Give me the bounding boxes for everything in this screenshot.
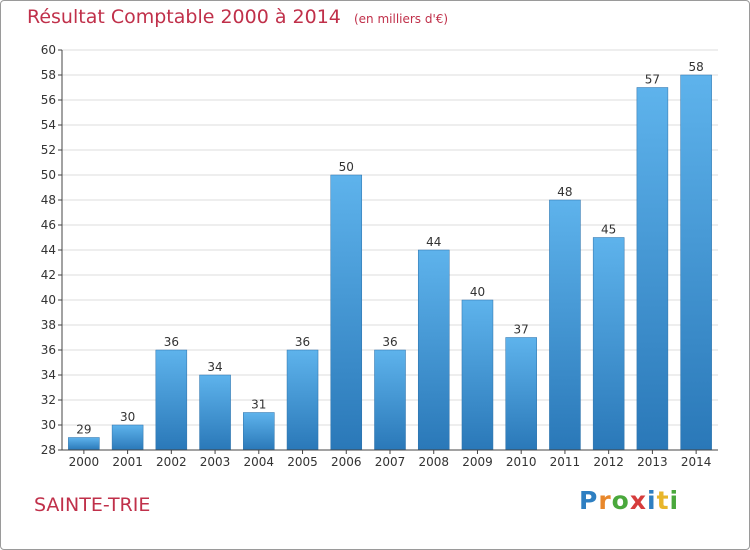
logo-letter: i <box>647 486 657 515</box>
y-tick-label: 36 <box>41 343 56 357</box>
logo-letter: i <box>669 486 680 515</box>
y-tick-label: 52 <box>41 143 56 157</box>
x-tick-label: 2005 <box>287 455 318 469</box>
bar-2008 <box>417 249 450 451</box>
y-tick-label: 38 <box>41 318 56 332</box>
data-label: 37 <box>514 323 529 337</box>
y-tick-label: 30 <box>41 418 56 432</box>
data-label: 48 <box>557 185 572 199</box>
logo-letter: t <box>656 486 670 515</box>
data-label: 50 <box>339 160 354 174</box>
x-tick-label: 2003 <box>200 455 231 469</box>
data-label: 31 <box>251 398 266 412</box>
bar-2014 <box>680 74 712 451</box>
x-tick-label: 2014 <box>681 455 712 469</box>
logo-letter: x <box>629 486 647 515</box>
x-tick-label: 2002 <box>156 455 187 469</box>
data-label: 34 <box>207 360 222 374</box>
bar-2012 <box>592 237 625 451</box>
logo-letter: r <box>598 486 612 515</box>
bar-2009 <box>461 299 494 451</box>
proxiti-logo: Proxiti <box>579 486 679 515</box>
y-tick-label: 32 <box>41 393 56 407</box>
x-tick-label: 2001 <box>112 455 143 469</box>
x-tick-label: 2007 <box>375 455 406 469</box>
chart-subtitle: (en milliers d'€) <box>353 12 449 26</box>
bar-2000 <box>68 437 100 451</box>
data-label: 57 <box>645 73 660 87</box>
bar-2002 <box>155 349 188 451</box>
data-labels: 29 30 36 34 31 36 50 36 44 40 37 48 45 57 58 <box>76 60 704 437</box>
x-tick-label: 2004 <box>244 455 275 469</box>
x-tick-label: 2009 <box>462 455 493 469</box>
bar-2007 <box>374 349 406 451</box>
data-label: 58 <box>688 60 703 74</box>
y-tick-label: 58 <box>41 68 56 82</box>
chart-title-block: Résultat Comptable 2000 à 2014 (en milli… <box>27 6 448 28</box>
data-label: 44 <box>426 235 441 249</box>
bar-2004 <box>243 412 275 451</box>
y-tick-label: 54 <box>41 118 56 132</box>
x-tick-label: 2012 <box>593 455 624 469</box>
y-tick-label: 44 <box>41 243 56 257</box>
y-tick-label: 34 <box>41 368 56 382</box>
x-tick-label: 2011 <box>550 455 581 469</box>
y-tick-label: 60 <box>41 43 56 57</box>
data-label: 36 <box>382 335 397 349</box>
data-label: 30 <box>120 410 135 424</box>
bar-2003 <box>199 374 231 451</box>
commune-name: SAINTE-TRIE <box>34 494 151 516</box>
bar-2013 <box>636 87 669 451</box>
data-label: 36 <box>295 335 310 349</box>
bars <box>68 74 712 451</box>
data-label: 29 <box>76 423 91 437</box>
data-label: 36 <box>164 335 179 349</box>
bar-2011 <box>549 199 581 451</box>
y-tick-label: 56 <box>41 93 56 107</box>
y-tick-label: 28 <box>41 443 56 457</box>
bar-2010 <box>505 337 537 451</box>
data-label: 40 <box>470 285 485 299</box>
x-tick-label: 2010 <box>506 455 537 469</box>
x-tick-label: 2013 <box>637 455 668 469</box>
y-tick-label: 48 <box>41 193 56 207</box>
chart-title: Résultat Comptable 2000 à 2014 <box>27 6 341 28</box>
bar-2001 <box>111 424 144 451</box>
x-tick-label: 2006 <box>331 455 362 469</box>
y-tick-label: 42 <box>41 268 56 282</box>
bar-2006 <box>330 174 363 451</box>
y-tick-label: 46 <box>41 218 56 232</box>
logo-letter: P <box>579 486 599 515</box>
x-tick-label: 2000 <box>69 455 100 469</box>
data-label: 45 <box>601 223 616 237</box>
axes: 28 30 32 34 36 38 40 42 44 46 48 50 52 54 56 58 60 2000 20… <box>41 43 718 469</box>
x-tick-label: 2008 <box>418 455 449 469</box>
bar-2005 <box>286 349 319 451</box>
y-tick-label: 50 <box>41 168 56 182</box>
y-tick-label: 40 <box>41 293 56 307</box>
logo-letter: o <box>611 486 630 515</box>
